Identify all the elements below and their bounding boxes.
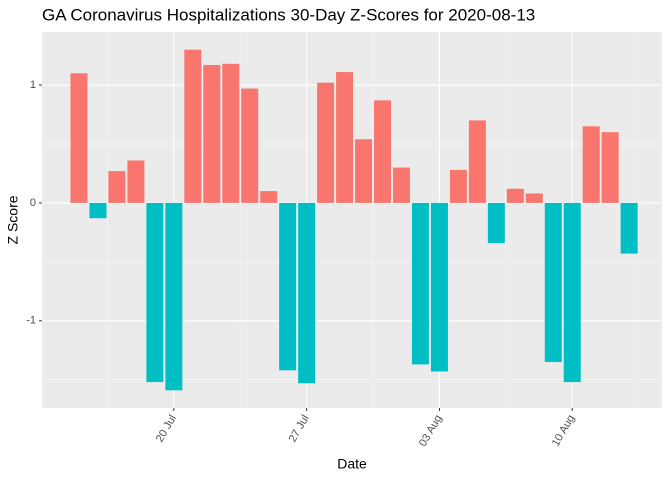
bar bbox=[336, 72, 354, 203]
bar bbox=[601, 132, 619, 203]
x-axis-label: Date bbox=[337, 456, 367, 472]
bar bbox=[544, 202, 562, 363]
bar bbox=[165, 202, 183, 391]
bars bbox=[70, 49, 638, 391]
bar bbox=[89, 202, 107, 219]
bar bbox=[279, 202, 297, 371]
bar bbox=[317, 82, 335, 203]
bar bbox=[241, 88, 259, 203]
y-axis-label: Z Score bbox=[5, 195, 21, 244]
bar bbox=[374, 100, 392, 203]
bar bbox=[449, 169, 467, 203]
bar bbox=[203, 65, 221, 203]
bar bbox=[222, 63, 240, 203]
bar bbox=[430, 202, 448, 372]
y-tick-label: 0 bbox=[30, 197, 36, 209]
bar bbox=[487, 202, 505, 243]
bar bbox=[260, 191, 278, 203]
x-tick-label: 20 Jul bbox=[154, 413, 179, 444]
bar bbox=[563, 202, 581, 383]
bar bbox=[468, 120, 486, 203]
bar bbox=[506, 188, 524, 203]
bar bbox=[108, 171, 126, 203]
chart-title: GA Coronavirus Hospitalizations 30-Day Z… bbox=[42, 5, 535, 24]
bar bbox=[411, 202, 429, 365]
bar bbox=[392, 167, 410, 203]
x-tick-label: 27 Jul bbox=[287, 413, 312, 444]
bar bbox=[525, 193, 543, 203]
bar bbox=[184, 49, 202, 203]
x-tick-label: 03 Aug bbox=[417, 413, 445, 449]
bar bbox=[620, 202, 638, 254]
bar bbox=[146, 202, 164, 383]
y-tick-label: 1 bbox=[30, 79, 36, 91]
bar bbox=[298, 202, 316, 384]
y-tick-label: -1 bbox=[26, 315, 36, 327]
bar bbox=[582, 126, 600, 203]
x-tick-label: 10 Aug bbox=[550, 413, 578, 449]
bar bbox=[70, 73, 88, 203]
bar bbox=[355, 139, 373, 203]
bar bbox=[127, 160, 145, 203]
